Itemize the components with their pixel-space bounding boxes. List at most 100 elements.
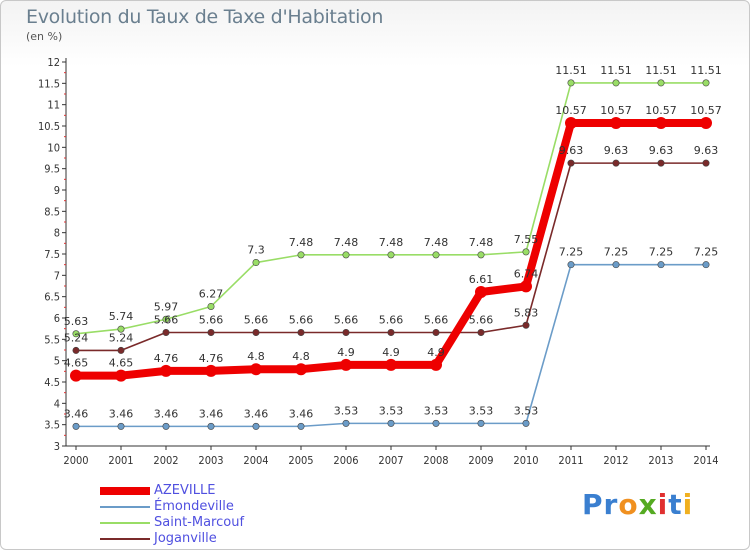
data-point-saint-marcouf <box>612 79 620 87</box>
data-label-joganville: 9.63 <box>559 144 584 157</box>
data-point-azeville <box>430 358 442 371</box>
legend-item-saint-marcouf: Saint-Marcouf <box>100 515 244 531</box>
x-tick-label: 2007 <box>378 454 403 467</box>
data-point-joganville <box>117 346 125 354</box>
data-label-saint-marcouf: 7.55 <box>514 233 539 246</box>
data-point-azeville <box>115 369 127 382</box>
data-point-emondeville <box>162 422 170 430</box>
data-label-joganville: 5.66 <box>154 314 179 327</box>
data-point-emondeville <box>117 422 125 430</box>
data-point-emondeville <box>702 261 710 269</box>
data-point-joganville <box>432 329 440 337</box>
data-label-saint-marcouf: 5.97 <box>154 300 179 313</box>
y-tick-label: 4 <box>54 397 60 410</box>
data-point-emondeville <box>657 261 665 269</box>
data-label-azeville: 10.57 <box>690 104 722 117</box>
data-label-joganville: 5.66 <box>469 314 494 327</box>
data-label-azeville: 6.61 <box>469 273 494 286</box>
data-label-emondeville: 3.53 <box>334 404 359 417</box>
data-label-joganville: 9.63 <box>649 144 674 157</box>
logo-letter: x <box>638 488 658 521</box>
data-label-saint-marcouf: 5.74 <box>109 310 134 323</box>
y-tick-label: 7 <box>54 269 60 282</box>
y-tick-label: 11.5 <box>38 77 60 90</box>
data-label-azeville: 4.8 <box>247 350 265 363</box>
data-label-joganville: 5.66 <box>424 314 449 327</box>
x-tick-label: 2003 <box>198 454 223 467</box>
data-label-emondeville: 7.25 <box>694 246 719 259</box>
y-tick-label: 8.5 <box>44 205 60 218</box>
legend-item-azeville: AZEVILLE <box>100 483 244 499</box>
data-point-emondeville <box>72 422 80 430</box>
data-label-emondeville: 3.46 <box>154 407 179 420</box>
data-point-azeville <box>520 280 532 293</box>
data-label-azeville: 4.8 <box>292 350 310 363</box>
data-label-azeville: 4.9 <box>382 346 400 359</box>
data-label-saint-marcouf: 11.51 <box>600 64 632 77</box>
logo-letter: o <box>618 488 639 521</box>
data-label-saint-marcouf: 7.48 <box>334 236 359 249</box>
data-label-joganville: 9.63 <box>604 144 629 157</box>
x-tick-label: 2004 <box>243 454 268 467</box>
data-point-saint-marcouf <box>567 79 575 87</box>
data-point-saint-marcouf <box>342 251 350 259</box>
data-point-saint-marcouf <box>252 259 260 267</box>
data-point-emondeville <box>342 419 350 427</box>
data-label-emondeville: 3.46 <box>109 407 134 420</box>
data-label-saint-marcouf: 5.63 <box>64 315 89 328</box>
data-label-emondeville: 7.25 <box>559 246 584 259</box>
data-point-joganville <box>387 329 395 337</box>
data-point-joganville <box>612 159 620 167</box>
data-point-joganville <box>657 159 665 167</box>
data-point-joganville <box>342 329 350 337</box>
data-point-emondeville <box>612 261 620 269</box>
data-label-emondeville: 7.25 <box>604 246 629 259</box>
data-point-azeville <box>385 358 397 371</box>
data-label-azeville: 4.65 <box>109 357 134 370</box>
data-label-saint-marcouf: 6.27 <box>199 287 224 300</box>
x-tick-label: 2000 <box>63 454 88 467</box>
data-point-joganville <box>252 329 260 337</box>
y-tick-label: 4.5 <box>44 376 60 389</box>
data-point-azeville <box>295 363 307 376</box>
data-point-joganville <box>72 346 80 354</box>
data-label-emondeville: 7.25 <box>649 246 674 259</box>
legend: AZEVILLE Émondeville Saint-Marcouf Joganvil… <box>100 483 244 547</box>
data-point-joganville <box>522 321 530 329</box>
data-point-emondeville <box>477 419 485 427</box>
data-point-saint-marcouf <box>72 330 80 338</box>
data-point-saint-marcouf <box>702 79 710 87</box>
data-point-azeville <box>160 364 172 377</box>
y-tick-label: 6 <box>54 312 60 325</box>
data-label-joganville: 5.66 <box>334 314 359 327</box>
data-point-emondeville <box>387 419 395 427</box>
data-point-emondeville <box>207 422 215 430</box>
x-tick-label: 2005 <box>288 454 313 467</box>
data-point-azeville <box>70 369 82 382</box>
data-point-joganville <box>297 329 305 337</box>
data-point-joganville <box>477 329 485 337</box>
data-point-joganville <box>567 159 575 167</box>
legend-swatch-azeville <box>100 487 150 495</box>
chart-unit: (en %) <box>26 30 63 43</box>
y-tick-label: 7.5 <box>44 248 60 261</box>
proxiti-logo: Proxiti <box>582 488 693 521</box>
data-point-emondeville <box>567 261 575 269</box>
data-point-emondeville <box>252 422 260 430</box>
data-label-saint-marcouf: 7.48 <box>469 236 494 249</box>
y-tick-label: 8 <box>54 227 60 240</box>
y-tick-label: 9.5 <box>44 163 60 176</box>
data-label-emondeville: 3.46 <box>244 407 269 420</box>
y-tick-label: 5.5 <box>44 333 60 346</box>
x-tick-label: 2013 <box>648 454 673 467</box>
data-label-azeville: 10.57 <box>555 104 587 117</box>
data-point-emondeville <box>297 422 305 430</box>
data-label-joganville: 5.66 <box>244 314 269 327</box>
data-label-saint-marcouf: 7.48 <box>424 236 449 249</box>
x-tick-label: 2006 <box>333 454 358 467</box>
y-tick-label: 3 <box>54 440 60 453</box>
data-point-joganville <box>162 329 170 337</box>
x-tick-label: 2001 <box>108 454 133 467</box>
